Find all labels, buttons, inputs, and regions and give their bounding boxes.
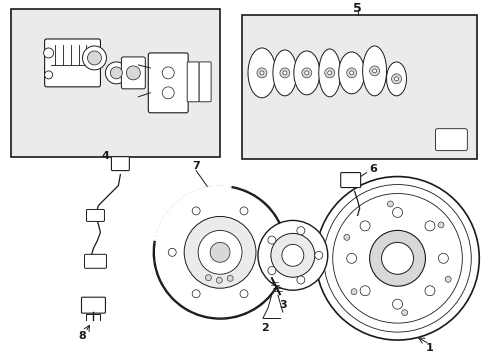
Circle shape (327, 71, 331, 75)
Circle shape (126, 66, 140, 80)
Text: 2: 2 (261, 323, 268, 333)
Circle shape (424, 286, 434, 296)
Circle shape (110, 67, 122, 79)
FancyBboxPatch shape (111, 157, 129, 171)
Circle shape (216, 277, 222, 283)
Circle shape (256, 68, 266, 78)
Circle shape (162, 67, 174, 79)
Circle shape (381, 242, 413, 274)
Circle shape (258, 220, 327, 290)
Circle shape (323, 185, 470, 332)
FancyBboxPatch shape (84, 254, 106, 268)
Circle shape (198, 230, 242, 274)
Circle shape (184, 216, 255, 288)
Circle shape (424, 221, 434, 231)
Bar (242, 15, 476, 159)
Ellipse shape (362, 46, 386, 96)
Circle shape (392, 299, 402, 309)
Wedge shape (154, 185, 231, 252)
Circle shape (394, 77, 398, 81)
Circle shape (267, 236, 275, 244)
Circle shape (349, 71, 353, 75)
Text: 4: 4 (102, 150, 109, 161)
Circle shape (324, 68, 334, 78)
Text: 3: 3 (279, 300, 286, 310)
Circle shape (87, 51, 101, 65)
FancyBboxPatch shape (81, 297, 105, 313)
Circle shape (205, 275, 211, 281)
Circle shape (392, 207, 402, 217)
Text: 5: 5 (352, 1, 361, 15)
Circle shape (105, 62, 127, 84)
FancyBboxPatch shape (148, 53, 188, 113)
Circle shape (332, 194, 461, 323)
Circle shape (240, 290, 247, 298)
Circle shape (264, 248, 271, 256)
Circle shape (401, 310, 407, 316)
Circle shape (438, 253, 447, 263)
Ellipse shape (338, 52, 364, 94)
Circle shape (386, 201, 392, 207)
FancyBboxPatch shape (434, 129, 467, 150)
FancyBboxPatch shape (340, 172, 360, 188)
Circle shape (43, 48, 54, 58)
Circle shape (437, 222, 443, 228)
Ellipse shape (386, 62, 406, 96)
Circle shape (282, 71, 286, 75)
Circle shape (82, 46, 106, 70)
Circle shape (192, 290, 200, 298)
Circle shape (391, 74, 401, 84)
Text: 1: 1 (425, 343, 432, 353)
Circle shape (267, 266, 275, 275)
Circle shape (315, 176, 478, 340)
Circle shape (260, 71, 264, 75)
Circle shape (296, 276, 304, 284)
Circle shape (281, 244, 303, 266)
Circle shape (369, 230, 425, 286)
Circle shape (346, 68, 356, 78)
Circle shape (227, 275, 233, 282)
Text: 7: 7 (192, 161, 200, 171)
Ellipse shape (293, 51, 319, 95)
Circle shape (270, 233, 314, 277)
Circle shape (279, 68, 289, 78)
FancyBboxPatch shape (44, 39, 100, 87)
Circle shape (296, 227, 304, 235)
Circle shape (304, 71, 308, 75)
Circle shape (343, 234, 349, 240)
Circle shape (314, 251, 322, 259)
Circle shape (44, 71, 53, 79)
Circle shape (154, 186, 285, 318)
Circle shape (350, 289, 356, 295)
Circle shape (359, 286, 369, 296)
Circle shape (210, 242, 229, 262)
Circle shape (168, 248, 176, 256)
Circle shape (240, 207, 247, 215)
FancyBboxPatch shape (187, 62, 199, 102)
FancyBboxPatch shape (199, 62, 211, 102)
Circle shape (346, 253, 356, 263)
Text: 8: 8 (79, 331, 86, 341)
Ellipse shape (272, 50, 296, 96)
Circle shape (192, 207, 200, 215)
Circle shape (301, 68, 311, 78)
Text: 6: 6 (369, 163, 377, 174)
Circle shape (444, 276, 450, 282)
FancyBboxPatch shape (121, 57, 145, 89)
Circle shape (372, 69, 376, 73)
Ellipse shape (247, 48, 275, 98)
Bar (11, 9, 220, 157)
Circle shape (359, 221, 369, 231)
Circle shape (369, 66, 379, 76)
Ellipse shape (318, 49, 340, 97)
Circle shape (162, 87, 174, 99)
FancyBboxPatch shape (86, 210, 104, 221)
